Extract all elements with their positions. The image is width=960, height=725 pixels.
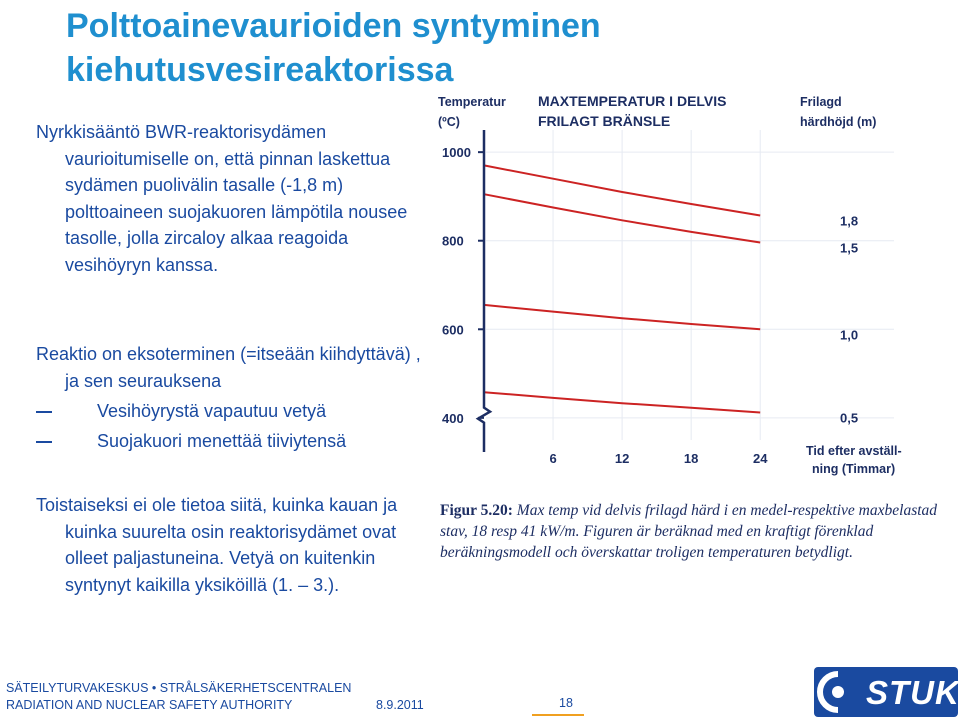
page-number: 18 (559, 696, 573, 710)
y-tick-label-600: 600 (442, 322, 464, 337)
figure-caption-text: Max temp vid delvis frilagd härd i en me… (440, 502, 938, 561)
temperature-chart: Temperatur (ºC) MAXTEMPERATUR I DELVIS F… (438, 93, 902, 476)
legend-title-line1: Frilagd (800, 95, 842, 109)
x-tick-label-24: 24 (753, 451, 768, 466)
page-number-underline (532, 714, 584, 716)
series-labels: 1,8 1,5 1,0 0,5 (840, 213, 858, 425)
text-block-reaction: Reaktio on eksoterminen (=itseään kiihdy… (36, 341, 436, 454)
y-tick-label-800: 800 (442, 234, 464, 249)
x-tick-label-6: 6 (549, 451, 556, 466)
y-tick-label-400: 400 (442, 411, 464, 426)
series-line-1-0 (483, 303, 761, 331)
y-axis-label-line2: (ºC) (438, 115, 460, 129)
y-axis-label-line1: Temperatur (438, 95, 506, 109)
bullet-cladding: Suojakuori menettää tiiviytensä (36, 428, 436, 454)
stuk-logo-icon (817, 669, 874, 715)
chart-title-line2: FRILAGT BRÄNSLE (538, 113, 670, 129)
chart-title-line1: MAXTEMPERATUR I DELVIS (538, 93, 727, 109)
bullet-hydrogen: Vesihöyrystä vapautuu vetyä (36, 398, 436, 424)
footer-authority: RADIATION AND NUCLEAR SAFETY AUTHORITY (6, 698, 293, 712)
gridlines (486, 130, 894, 440)
series-line-0-5 (483, 391, 761, 414)
bullet-cladding-text: Suojakuori menettää tiiviytensä (97, 431, 347, 451)
series-label-0-5: 0,5 (840, 411, 858, 426)
footer-date: 8.9.2011 (376, 698, 424, 712)
x-tick-label-12: 12 (615, 451, 629, 466)
y-tick-label-1000: 1000 (442, 145, 471, 160)
y-tick-labels: 1000 800 600 400 (442, 145, 484, 426)
y-axis-line (475, 130, 493, 452)
footer-org-line: SÄTEILYTURVAKESKUS • STRÅLSÄKERHETSCENTR… (6, 681, 352, 695)
series-lines (483, 164, 761, 414)
dash-bullet-icon (36, 411, 52, 413)
x-axis-label-line1: Tid efter avställ- (806, 444, 902, 458)
text-block-rule-of-thumb: Nyrkkisääntö BWR-reaktorisydämen vaurioi… (36, 119, 426, 278)
stuk-logo-text: STUK (866, 674, 958, 711)
dash-bullet-icon (36, 441, 52, 443)
paragraph-reaction: Reaktio on eksoterminen (=itseään kiihdy… (36, 344, 421, 391)
slide-title: Polttoainevaurioiden syntyminen kiehutus… (66, 4, 601, 92)
x-tick-label-18: 18 (684, 451, 698, 466)
slide-title-line2: kiehutusvesireaktorissa (66, 51, 454, 89)
series-label-1-0: 1,0 (840, 327, 858, 342)
legend-title-line2: härdhöjd (m) (800, 115, 876, 129)
bullet-hydrogen-text: Vesihöyrystä vapautuu vetyä (97, 401, 327, 421)
paragraph-rule-of-thumb: Nyrkkisääntö BWR-reaktorisydämen vaurioi… (36, 122, 408, 275)
paragraph-unknown: Toistaiseksi ei ole tietoa siitä, kuinka… (36, 495, 398, 595)
series-label-1-8: 1,8 (840, 213, 858, 228)
stuk-logo: STUK (814, 667, 958, 717)
x-tick-labels: 6 12 18 24 (549, 451, 768, 466)
slide-title-line1: Polttoainevaurioiden syntyminen (66, 7, 601, 45)
series-line-1-8 (483, 164, 761, 217)
figure-caption: Figur 5.20: Max temp vid delvis frilagd … (440, 500, 940, 563)
series-label-1-5: 1,5 (840, 240, 858, 255)
x-axis-label-line2: ning (Timmar) (812, 462, 895, 476)
text-block-unknown: Toistaiseksi ei ole tietoa siitä, kuinka… (36, 492, 436, 598)
series-line-1-5 (483, 193, 761, 244)
figure-caption-label: Figur 5.20: (440, 502, 513, 519)
